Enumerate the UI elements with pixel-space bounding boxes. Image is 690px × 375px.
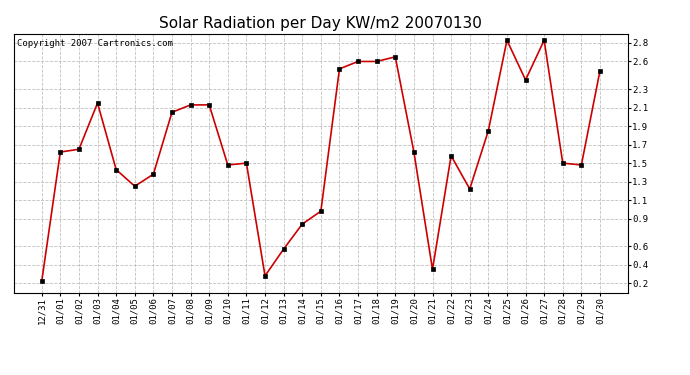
Text: Copyright 2007 Cartronics.com: Copyright 2007 Cartronics.com [17, 39, 172, 48]
Title: Solar Radiation per Day KW/m2 20070130: Solar Radiation per Day KW/m2 20070130 [159, 16, 482, 31]
